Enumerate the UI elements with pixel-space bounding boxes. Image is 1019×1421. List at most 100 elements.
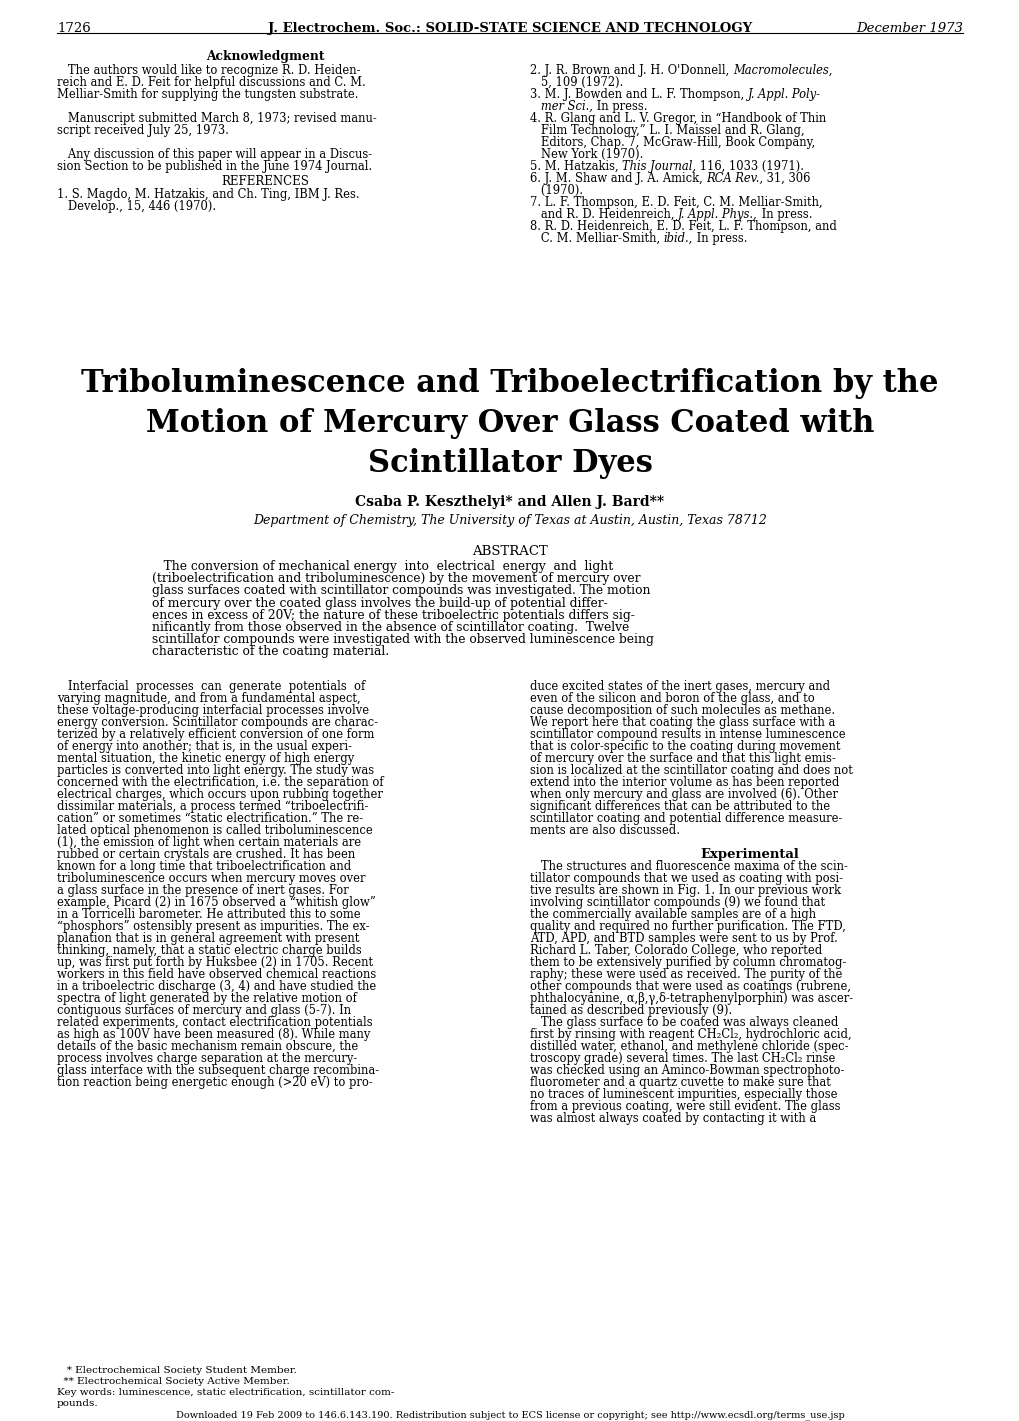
Text: dissimilar materials, a process termed “triboelectrifi-: dissimilar materials, a process termed “… xyxy=(57,800,368,813)
Text: script received July 25, 1973.: script received July 25, 1973. xyxy=(57,124,228,136)
Text: ** Electrochemical Society Active Member.: ** Electrochemical Society Active Member… xyxy=(57,1377,289,1385)
Text: The glass surface to be coated was always cleaned: The glass surface to be coated was alway… xyxy=(530,1016,838,1029)
Text: even of the silicon and boron of the glass, and to: even of the silicon and boron of the gla… xyxy=(530,692,814,705)
Text: 2. J. R. Brown and J. H. O'Donnell,: 2. J. R. Brown and J. H. O'Donnell, xyxy=(530,64,733,77)
Text: Scintillator Dyes: Scintillator Dyes xyxy=(367,448,652,479)
Text: Motion of Mercury Over Glass Coated with: Motion of Mercury Over Glass Coated with xyxy=(146,408,873,439)
Text: scintillator coating and potential difference measure-: scintillator coating and potential diffe… xyxy=(530,811,842,826)
Text: 7. L. F. Thompson, E. D. Feit, C. M. Melliar-Smith,: 7. L. F. Thompson, E. D. Feit, C. M. Mel… xyxy=(530,196,821,209)
Text: Downloaded 19 Feb 2009 to 146.6.143.190. Redistribution subject to ECS license o: Downloaded 19 Feb 2009 to 146.6.143.190.… xyxy=(175,1410,844,1420)
Text: no traces of luminescent impurities, especially those: no traces of luminescent impurities, esp… xyxy=(530,1088,837,1101)
Text: these voltage-producing interfacial processes involve: these voltage-producing interfacial proc… xyxy=(57,703,369,718)
Text: Develop., 15, 446 (1970).: Develop., 15, 446 (1970). xyxy=(57,200,216,213)
Text: troscopy grade) several times. The last CH₂Cl₂ rinse: troscopy grade) several times. The last … xyxy=(530,1052,835,1064)
Text: Department of Chemistry, The University of Texas at Austin, Austin, Texas 78712: Department of Chemistry, The University … xyxy=(253,514,766,527)
Text: electrical charges, which occurs upon rubbing together: electrical charges, which occurs upon ru… xyxy=(57,789,382,801)
Text: Any discussion of this paper will appear in a Discus-: Any discussion of this paper will appear… xyxy=(57,148,372,161)
Text: spectra of light generated by the relative motion of: spectra of light generated by the relati… xyxy=(57,992,357,1005)
Text: This Journal,: This Journal, xyxy=(622,161,696,173)
Text: reich and E. D. Feit for helpful discussions and C. M.: reich and E. D. Feit for helpful discuss… xyxy=(57,75,366,90)
Text: Macromolecules,: Macromolecules, xyxy=(733,64,832,77)
Text: 5, 109 (1972).: 5, 109 (1972). xyxy=(530,75,623,90)
Text: J. Appl. Poly-: J. Appl. Poly- xyxy=(747,88,820,101)
Text: 3. M. J. Bowden and L. F. Thompson,: 3. M. J. Bowden and L. F. Thompson, xyxy=(530,88,747,101)
Text: mental situation, the kinetic energy of high energy: mental situation, the kinetic energy of … xyxy=(57,752,354,764)
Text: other compounds that were used as coatings (rubrene,: other compounds that were used as coatin… xyxy=(530,980,850,993)
Text: concerned with the electrification, i.e. the separation of: concerned with the electrification, i.e.… xyxy=(57,776,383,789)
Text: 8. R. D. Heidenreich, E. D. Feit, L. F. Thompson, and: 8. R. D. Heidenreich, E. D. Feit, L. F. … xyxy=(530,220,836,233)
Text: 116, 1033 (1971).: 116, 1033 (1971). xyxy=(696,161,803,173)
Text: Interfacial  processes  can  generate  potentials  of: Interfacial processes can generate poten… xyxy=(57,681,365,693)
Text: RCA Rev.,: RCA Rev., xyxy=(706,172,762,185)
Text: “phosphors” ostensibly present as impurities. The ex-: “phosphors” ostensibly present as impuri… xyxy=(57,919,369,934)
Text: glass interface with the subsequent charge recombina-: glass interface with the subsequent char… xyxy=(57,1064,379,1077)
Text: (1970).: (1970). xyxy=(530,183,583,198)
Text: lated optical phenomenon is called triboluminescence: lated optical phenomenon is called tribo… xyxy=(57,824,372,837)
Text: In press.: In press. xyxy=(592,99,647,114)
Text: fluorometer and a quartz cuvette to make sure that: fluorometer and a quartz cuvette to make… xyxy=(530,1076,830,1088)
Text: mer Sci.,: mer Sci., xyxy=(530,99,592,114)
Text: Key words: luminescence, static electrification, scintillator com-: Key words: luminescence, static electrif… xyxy=(57,1388,394,1397)
Text: In press.: In press. xyxy=(757,207,811,222)
Text: ments are also discussed.: ments are also discussed. xyxy=(530,824,680,837)
Text: C. M. Melliar-Smith,: C. M. Melliar-Smith, xyxy=(530,232,663,244)
Text: first by rinsing with reagent CH₂Cl₂, hydrochloric acid,: first by rinsing with reagent CH₂Cl₂, hy… xyxy=(530,1027,851,1042)
Text: ATD, APD, and BTD samples were sent to us by Prof.: ATD, APD, and BTD samples were sent to u… xyxy=(530,932,837,945)
Text: of mercury over the surface and that this light emis-: of mercury over the surface and that thi… xyxy=(530,752,835,764)
Text: Film Technology,” L. I. Maissel and R. Glang,: Film Technology,” L. I. Maissel and R. G… xyxy=(530,124,804,136)
Text: New York (1970).: New York (1970). xyxy=(530,148,643,161)
Text: in a Torricelli barometer. He attributed this to some: in a Torricelli barometer. He attributed… xyxy=(57,908,361,921)
Text: Acknowledgment: Acknowledgment xyxy=(206,50,324,63)
Text: a glass surface in the presence of inert gases. For: a glass surface in the presence of inert… xyxy=(57,884,348,897)
Text: of energy into another; that is, in the usual experi-: of energy into another; that is, in the … xyxy=(57,740,352,753)
Text: from a previous coating, were still evident. The glass: from a previous coating, were still evid… xyxy=(530,1100,840,1113)
Text: (1), the emission of light when certain materials are: (1), the emission of light when certain … xyxy=(57,836,361,848)
Text: raphy; these were used as received. The purity of the: raphy; these were used as received. The … xyxy=(530,968,842,980)
Text: J. Electrochem. Soc.: SOLID-STATE SCIENCE AND TECHNOLOGY: J. Electrochem. Soc.: SOLID-STATE SCIENC… xyxy=(268,21,751,36)
Text: J. Appl. Phys.,: J. Appl. Phys., xyxy=(678,207,757,222)
Text: sion is localized at the scintillator coating and does not: sion is localized at the scintillator co… xyxy=(530,764,852,777)
Text: 1. S. Magdo, M. Hatzakis, and Ch. Ting, IBM J. Res.: 1. S. Magdo, M. Hatzakis, and Ch. Ting, … xyxy=(57,188,360,200)
Text: 5. M. Hatzakis,: 5. M. Hatzakis, xyxy=(530,161,622,173)
Text: varying magnitude, and from a fundamental aspect,: varying magnitude, and from a fundamenta… xyxy=(57,692,361,705)
Text: when only mercury and glass are involved (6). Other: when only mercury and glass are involved… xyxy=(530,789,838,801)
Text: the commercially available samples are of a high: the commercially available samples are o… xyxy=(530,908,815,921)
Text: related experiments, contact electrification potentials: related experiments, contact electrifica… xyxy=(57,1016,372,1029)
Text: tained as described previously (9).: tained as described previously (9). xyxy=(530,1005,732,1017)
Text: terized by a relatively efficient conversion of one form: terized by a relatively efficient conver… xyxy=(57,728,374,740)
Text: example, Picard (2) in 1675 observed a “whitish glow”: example, Picard (2) in 1675 observed a “… xyxy=(57,897,375,909)
Text: energy conversion. Scintillator compounds are charac-: energy conversion. Scintillator compound… xyxy=(57,716,378,729)
Text: Csaba P. Keszthelyi* and Allen J. Bard**: Csaba P. Keszthelyi* and Allen J. Bard** xyxy=(355,495,664,509)
Text: rubbed or certain crystals are crushed. It has been: rubbed or certain crystals are crushed. … xyxy=(57,848,355,861)
Text: * Electrochemical Society Student Member.: * Electrochemical Society Student Member… xyxy=(57,1366,297,1376)
Text: significant differences that can be attributed to the: significant differences that can be attr… xyxy=(530,800,829,813)
Text: ABSTRACT: ABSTRACT xyxy=(472,546,547,558)
Text: them to be extensively purified by column chromatog-: them to be extensively purified by colum… xyxy=(530,956,846,969)
Text: 4. R. Glang and L. V. Gregor, in “Handbook of Thin: 4. R. Glang and L. V. Gregor, in “Handbo… xyxy=(530,112,825,125)
Text: and R. D. Heidenreich,: and R. D. Heidenreich, xyxy=(530,207,678,222)
Text: thinking, namely, that a static electric charge builds: thinking, namely, that a static electric… xyxy=(57,944,362,956)
Text: characteristic of the coating material.: characteristic of the coating material. xyxy=(152,645,388,658)
Text: In press.: In press. xyxy=(692,232,747,244)
Text: cause decomposition of such molecules as methane.: cause decomposition of such molecules as… xyxy=(530,703,835,718)
Text: sion Section to be published in the June 1974 Journal.: sion Section to be published in the June… xyxy=(57,161,372,173)
Text: in a triboelectric discharge (3, 4) and have studied the: in a triboelectric discharge (3, 4) and … xyxy=(57,980,376,993)
Text: tion reaction being energetic enough (>20 eV) to pro-: tion reaction being energetic enough (>2… xyxy=(57,1076,372,1088)
Text: particles is converted into light energy. The study was: particles is converted into light energy… xyxy=(57,764,374,777)
Text: triboluminescence occurs when mercury moves over: triboluminescence occurs when mercury mo… xyxy=(57,872,365,885)
Text: The conversion of mechanical energy  into  electrical  energy  and  light: The conversion of mechanical energy into… xyxy=(152,560,612,573)
Text: of mercury over the coated glass involves the build-up of potential differ-: of mercury over the coated glass involve… xyxy=(152,597,607,610)
Text: December 1973: December 1973 xyxy=(855,21,962,36)
Text: Editors, Chap. 7, McGraw-Hill, Book Company,: Editors, Chap. 7, McGraw-Hill, Book Comp… xyxy=(530,136,814,149)
Text: known for a long time that triboelectrification and: known for a long time that triboelectrif… xyxy=(57,860,351,872)
Text: Melliar-Smith for supplying the tungsten substrate.: Melliar-Smith for supplying the tungsten… xyxy=(57,88,358,101)
Text: workers in this field have observed chemical reactions: workers in this field have observed chem… xyxy=(57,968,376,980)
Text: We report here that coating the glass surface with a: We report here that coating the glass su… xyxy=(530,716,835,729)
Text: quality and required no further purification. The FTD,: quality and required no further purifica… xyxy=(530,919,845,934)
Text: (triboelectrification and triboluminescence) by the movement of mercury over: (triboelectrification and triboluminesce… xyxy=(152,573,640,585)
Text: extend into the interior volume as has been reported: extend into the interior volume as has b… xyxy=(530,776,839,789)
Text: nificantly from those observed in the absence of scintillator coating.  Twelve: nificantly from those observed in the ab… xyxy=(152,621,629,634)
Text: was almost always coated by contacting it with a: was almost always coated by contacting i… xyxy=(530,1113,815,1125)
Text: distilled water, ethanol, and methylene chloride (spec-: distilled water, ethanol, and methylene … xyxy=(530,1040,848,1053)
Text: glass surfaces coated with scintillator compounds was investigated. The motion: glass surfaces coated with scintillator … xyxy=(152,584,650,597)
